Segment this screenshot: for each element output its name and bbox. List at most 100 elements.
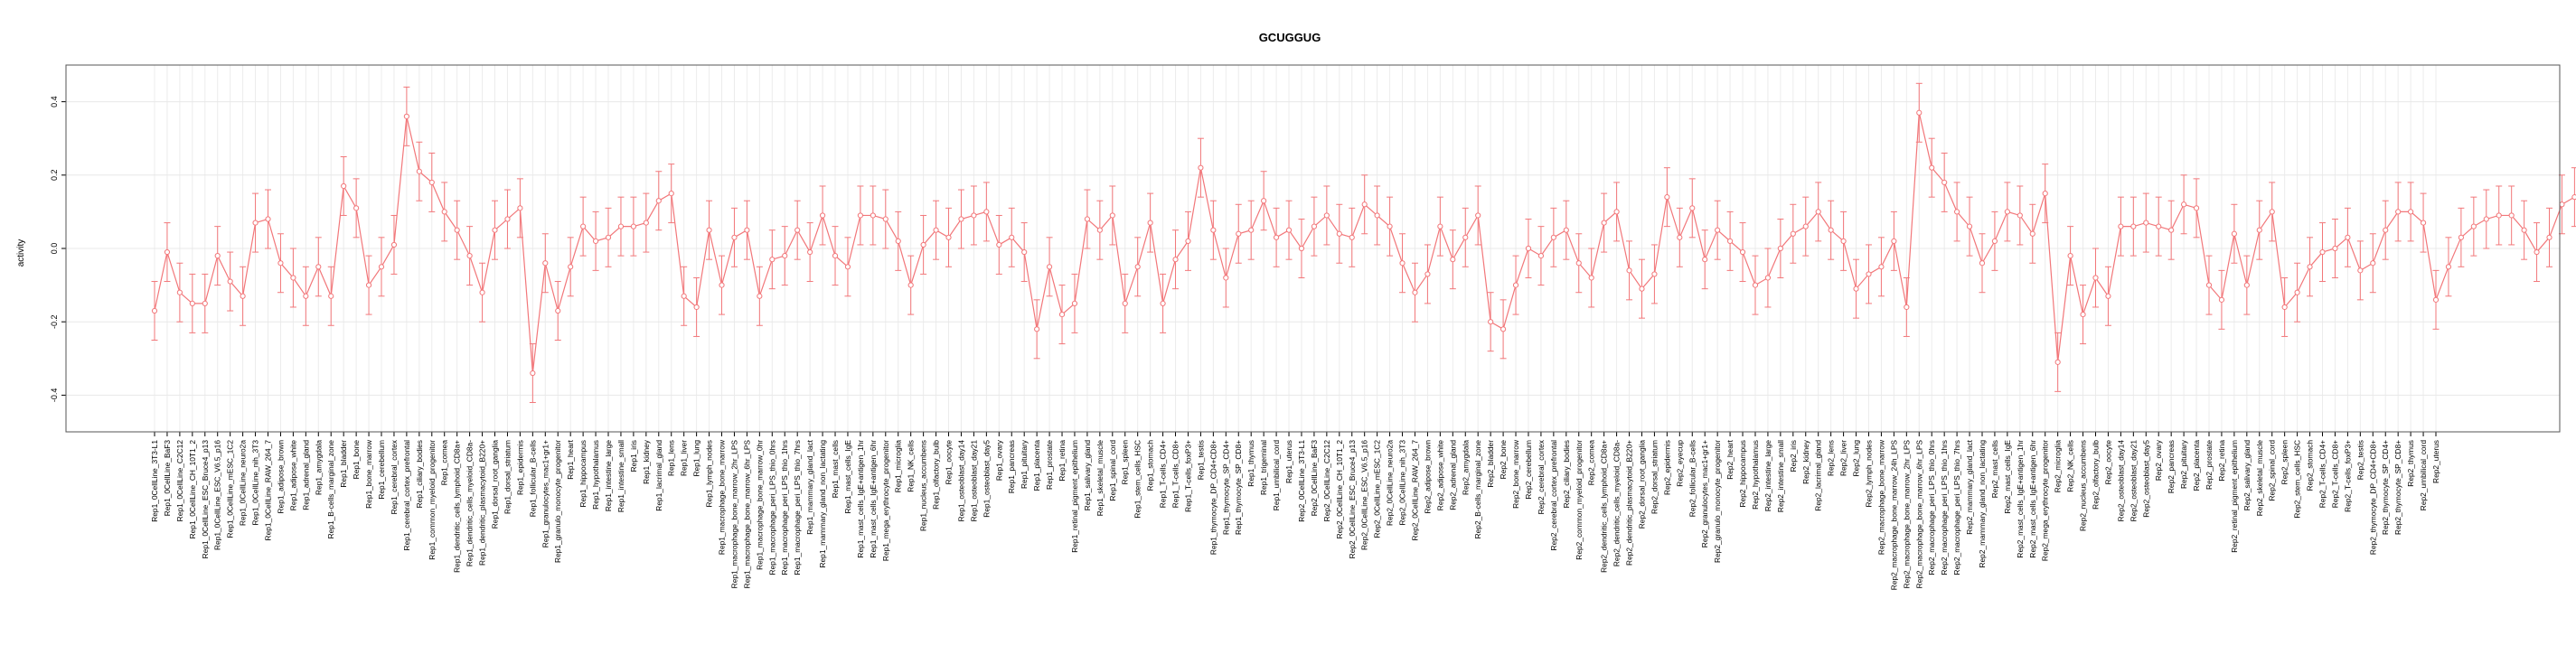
x-tick-label: Rep2_0CellLine_ESC_V6.5_p16 [1360, 440, 1369, 550]
x-tick-label: Rep2_salivary_gland [2242, 440, 2252, 511]
x-tick-label: Rep2_macrophage_bone_marrow_24h_LPS [1889, 440, 1898, 591]
x-tick-label: Rep1_0CellLine_CH_10T1_2 [188, 440, 197, 539]
data-point-group [517, 179, 523, 238]
x-tick-label: Rep2_kidney [1801, 439, 1810, 484]
data-point-group [202, 274, 208, 332]
data-point [644, 220, 648, 225]
data-point-group [1715, 201, 1721, 259]
data-point [870, 213, 875, 218]
x-tick-label: Rep2_retina [2217, 440, 2226, 482]
x-tick-label: Rep2_umbilical_cord [2419, 440, 2428, 511]
data-point-group [1500, 300, 1507, 359]
data-point-group [1122, 274, 1128, 332]
data-point [429, 180, 434, 184]
data-point-group [1298, 220, 1304, 278]
data-point-group [958, 190, 964, 248]
data-point [379, 265, 383, 269]
data-point [1765, 276, 1770, 280]
data-point-group [1764, 248, 1771, 307]
data-point-group [2156, 197, 2162, 256]
data-point-group [1034, 300, 1040, 359]
data-point [618, 224, 623, 229]
x-tick-label: Rep1_mammary_gland_non_lactating [818, 440, 827, 568]
x-tick-label: Rep2_uterus [2431, 440, 2440, 483]
data-point [1551, 235, 1556, 239]
x-tick-label: Rep1_ovary [994, 439, 1003, 481]
x-tick-label: Rep1_0CellLine_3T3-L1 [150, 440, 159, 522]
x-tick-label: Rep2_amygdala [1461, 440, 1470, 495]
data-point-group [1967, 197, 1973, 256]
data-point-group [2080, 285, 2086, 344]
x-tick-label: Rep2_stomach [2306, 440, 2315, 491]
x-tick-label: Rep1_macrophage_bone_marrow [718, 439, 727, 555]
x-tick-label: Rep1_T-cells_CD8+ [1171, 440, 1180, 508]
data-point-group [2029, 204, 2035, 263]
data-point [1476, 213, 1481, 218]
data-point-group [2194, 179, 2200, 238]
data-point [177, 290, 182, 295]
data-point-group [1601, 193, 1607, 252]
data-point [1816, 210, 1820, 214]
data-point-group [1727, 211, 1734, 270]
data-point [442, 210, 447, 214]
data-point-group [1866, 245, 1872, 304]
x-tick-label: Rep1_retina [1058, 440, 1067, 482]
x-tick-label: Rep1_mast_cells_IgE+antigen_6hr [869, 440, 878, 558]
data-point-group [630, 197, 636, 256]
data-point-group [214, 227, 221, 285]
x-tick-label: Rep1_retinal_pigment_epithelium [1070, 440, 1079, 553]
x-tick-label: Rep2_T-cells_CD8+ [2330, 440, 2339, 508]
x-tick-label: Rep2_intestine_small [1776, 440, 1785, 512]
data-point-group [882, 190, 888, 248]
x-tick-label: Rep1_ciliary_bodies [415, 440, 424, 508]
data-point [934, 228, 938, 232]
x-tick-label: Rep2_liver [1839, 440, 1848, 476]
data-point [1349, 235, 1354, 239]
x-tick-label: Rep2_macrophage_bone_marrow [1876, 439, 1885, 555]
data-point [2522, 228, 2526, 232]
data-point-group [1677, 208, 1683, 267]
data-point [1161, 301, 1165, 305]
data-point-group [1261, 172, 1267, 230]
data-point [354, 206, 359, 211]
x-tick-label: Rep2_common_myeloid_progenitor [1575, 440, 1584, 560]
data-point [2383, 228, 2388, 232]
x-tick-label: Rep1_T-cells_CD4+ [1159, 440, 1168, 508]
data-point [808, 249, 813, 254]
x-tick-label: Rep1_lens [667, 440, 676, 476]
data-point [1854, 286, 1858, 291]
data-point-group [769, 230, 776, 289]
data-point-group [240, 267, 246, 325]
data-point-group [1664, 168, 1670, 227]
data-point [2169, 228, 2174, 232]
data-point [1148, 220, 1152, 225]
x-tick-label: Rep1_mast_cells_IgE [843, 440, 852, 514]
data-point [2572, 195, 2576, 200]
data-point-group [366, 256, 372, 314]
data-point-group [719, 256, 725, 314]
data-point [631, 224, 635, 229]
x-tick-label: Rep2_heart [1725, 439, 1735, 479]
x-tick-label: Rep1_0CellLine_ESC_V6.5_p16 [213, 440, 222, 550]
data-point [593, 239, 597, 243]
data-point-group [2105, 267, 2111, 325]
x-tick-label: Rep1_pituitary [1020, 439, 1029, 489]
data-point [1236, 231, 1241, 236]
data-point [1930, 165, 1934, 170]
data-point [2131, 224, 2136, 229]
x-tick-label: Rep1_placenta [1032, 440, 1041, 491]
data-point [2068, 254, 2073, 258]
data-point-group [2092, 248, 2099, 307]
data-point [1312, 224, 1316, 229]
data-point-group [1613, 182, 1620, 241]
data-point-group [1412, 263, 1418, 322]
data-point-group [1437, 197, 1443, 256]
data-point [1979, 261, 1984, 266]
data-point [1652, 272, 1657, 276]
x-tick-label: Rep2_T-cells_CD4+ [2317, 440, 2327, 508]
data-point-group [2546, 208, 2552, 267]
data-point [2484, 217, 2488, 221]
x-tick-label: Rep1_adipose_brown [276, 440, 285, 514]
data-point [1917, 110, 1922, 115]
